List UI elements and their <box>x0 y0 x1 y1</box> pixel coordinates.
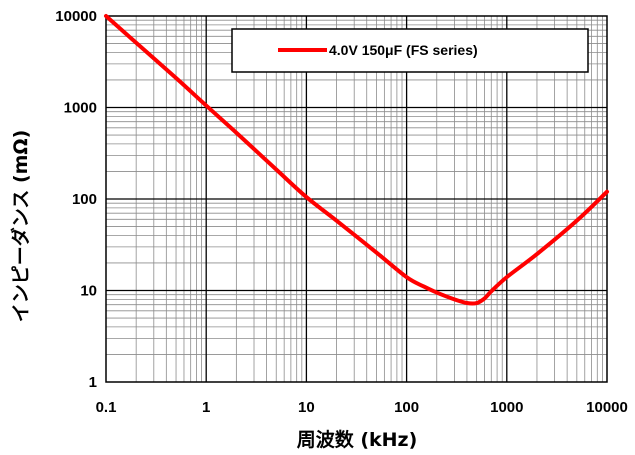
series-line-impedance <box>104 14 609 306</box>
major-grid <box>106 16 607 382</box>
legend-label: 4.0V 150μF (FS series) <box>329 42 478 58</box>
legend: 4.0V 150μF (FS series) <box>231 28 589 73</box>
y-tick-label: 100 <box>72 191 97 208</box>
y-tick-label: 10000 <box>55 8 97 25</box>
x-tick-label: 0.1 <box>96 399 117 416</box>
x-tick-label: 1 <box>202 399 210 416</box>
x-tick-label: 100 <box>394 399 419 416</box>
x-tick-label: 10000 <box>586 399 628 416</box>
y-axis-title: インピーダンス (mΩ) <box>9 130 32 323</box>
x-tick-labels: 0.1 1 10 100 1000 10000 <box>96 399 628 416</box>
y-tick-label: 1000 <box>64 100 97 117</box>
y-tick-label: 1 <box>89 374 97 391</box>
x-tick-label: 10 <box>298 399 315 416</box>
x-axis-title: 周波数 (kHz) <box>297 428 418 451</box>
y-tick-label: 10 <box>80 283 97 300</box>
y-tick-labels: 1 10 100 1000 10000 <box>55 8 97 391</box>
x-tick-label: 1000 <box>490 399 523 416</box>
plot-frame <box>105 15 608 383</box>
